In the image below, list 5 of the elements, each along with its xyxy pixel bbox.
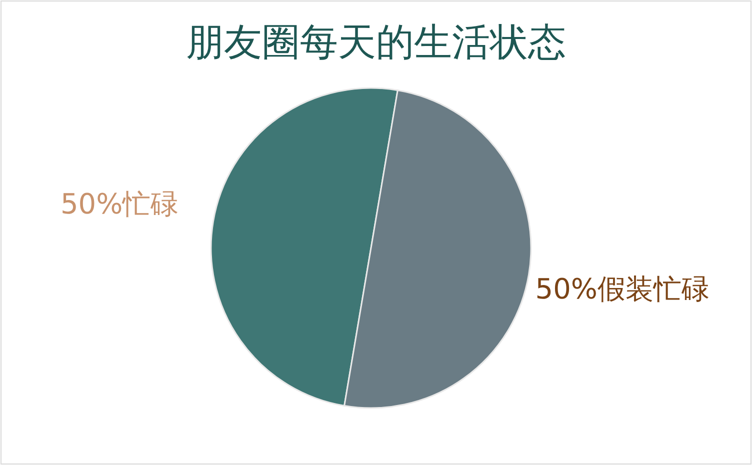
slice-label: 忙碌 — [122, 187, 179, 220]
slice-label: 假装忙碌 — [598, 272, 710, 306]
data-label: 50% — [60, 187, 123, 220]
chart-title: 朋友圈每天的生活状态 — [186, 20, 566, 64]
data-label: 50% — [535, 272, 598, 306]
